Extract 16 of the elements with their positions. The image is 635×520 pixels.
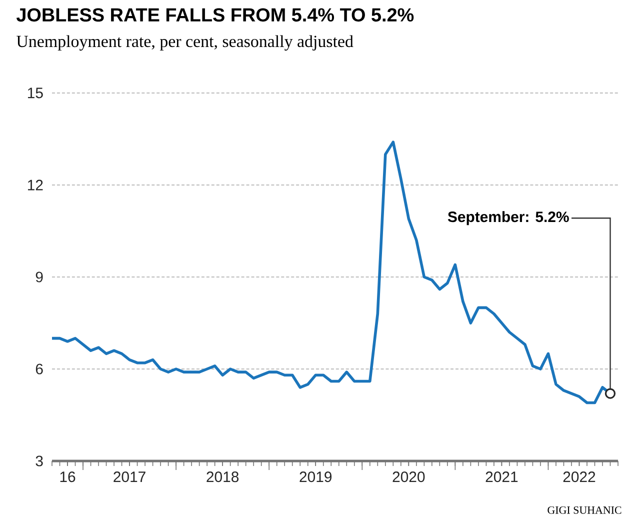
x-tick-label: 2017 [114,472,146,482]
x-tick-label: 2021 [486,472,518,482]
y-tick-label: 6 [36,364,43,374]
y-tick-label: 15 [28,88,43,98]
y-tick-label: 12 [28,180,43,190]
x-tick-label: 16 [60,472,76,482]
x-tick-label: 2022 [563,472,596,482]
x-tick-label: 2019 [300,472,332,482]
x-tick-label: 2020 [392,472,425,482]
chart-subtitle: Unemployment rate, per cent, seasonally adjusted [16,35,354,51]
y-tick-label: 3 [36,456,43,466]
text: GIGI SUHANIC [548,506,622,514]
annotation: September: 5.2% [448,211,569,226]
x-tick-label: 2018 [206,472,239,482]
chart-title: JOBLESS RATE FALLS FROM 5.4% TO 5.2% [16,8,414,22]
y-tick-label: 9 [36,272,43,282]
